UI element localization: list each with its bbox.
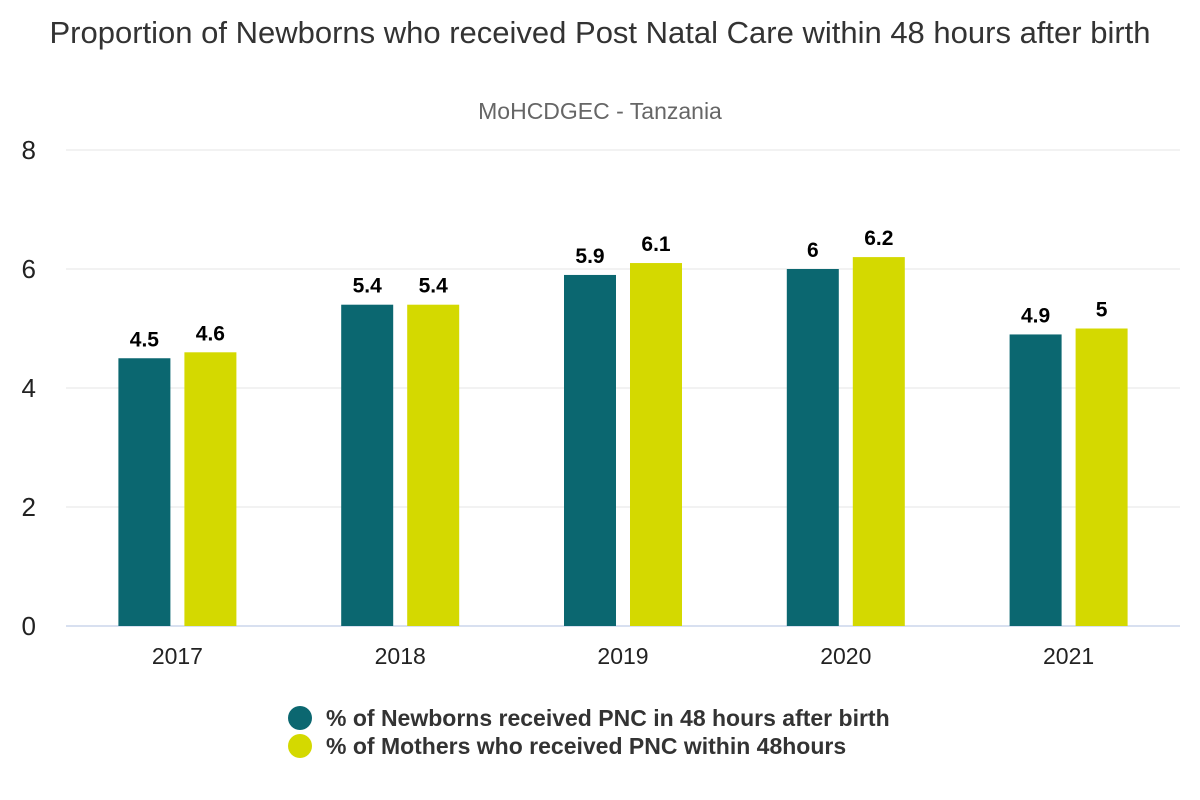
- data-label: 5: [1096, 299, 1108, 322]
- x-tick-label: 2018: [375, 643, 426, 669]
- bar-newborns-2018[interactable]: [341, 304, 394, 626]
- data-label: 6: [807, 239, 819, 262]
- data-label: 4.9: [1021, 304, 1050, 327]
- data-label: 6.2: [864, 227, 893, 250]
- bar-mothers-2020[interactable]: [852, 257, 905, 626]
- legend-item-mothers[interactable]: % of Mothers who received PNC within 48h…: [288, 732, 890, 760]
- data-label: 4.6: [196, 322, 225, 345]
- x-tick-label: 2019: [597, 643, 648, 669]
- bar-mothers-2018[interactable]: [407, 304, 460, 626]
- x-tick-label: 2021: [1043, 643, 1094, 669]
- data-label: 6.1: [641, 233, 671, 256]
- y-tick-label: 4: [22, 373, 36, 403]
- bar-newborns-2020[interactable]: [786, 269, 839, 626]
- legend-swatch-mothers: [288, 734, 312, 758]
- y-tick-label: 6: [22, 254, 36, 284]
- legend-label-newborns: % of Newborns received PNC in 48 hours a…: [326, 704, 890, 731]
- data-label: 5.4: [419, 275, 449, 298]
- y-tick-label: 8: [22, 135, 36, 165]
- data-label: 5.9: [575, 245, 604, 268]
- legend-swatch-newborns: [288, 706, 312, 730]
- bar-newborns-2017[interactable]: [118, 358, 171, 626]
- x-tick-label: 2017: [152, 643, 203, 669]
- y-tick-label: 2: [22, 492, 36, 522]
- chart-legend: % of Newborns received PNC in 48 hours a…: [288, 704, 890, 760]
- data-label: 4.5: [130, 328, 160, 351]
- bar-mothers-2021[interactable]: [1075, 328, 1128, 627]
- bar-newborns-2021[interactable]: [1009, 334, 1062, 626]
- legend-item-newborns[interactable]: % of Newborns received PNC in 48 hours a…: [288, 704, 890, 732]
- bar-newborns-2019[interactable]: [564, 274, 616, 626]
- bar-mothers-2017[interactable]: [184, 352, 237, 626]
- legend-label-mothers: % of Mothers who received PNC within 48h…: [326, 732, 847, 759]
- x-tick-label: 2020: [820, 643, 871, 669]
- bar-mothers-2019[interactable]: [630, 263, 682, 626]
- chart-title: Proportion of Newborns who received Post…: [49, 15, 1151, 50]
- data-label: 5.4: [353, 275, 383, 298]
- y-tick-label: 0: [22, 611, 36, 641]
- chart-subtitle: MoHCDGEC - Tanzania: [478, 98, 722, 124]
